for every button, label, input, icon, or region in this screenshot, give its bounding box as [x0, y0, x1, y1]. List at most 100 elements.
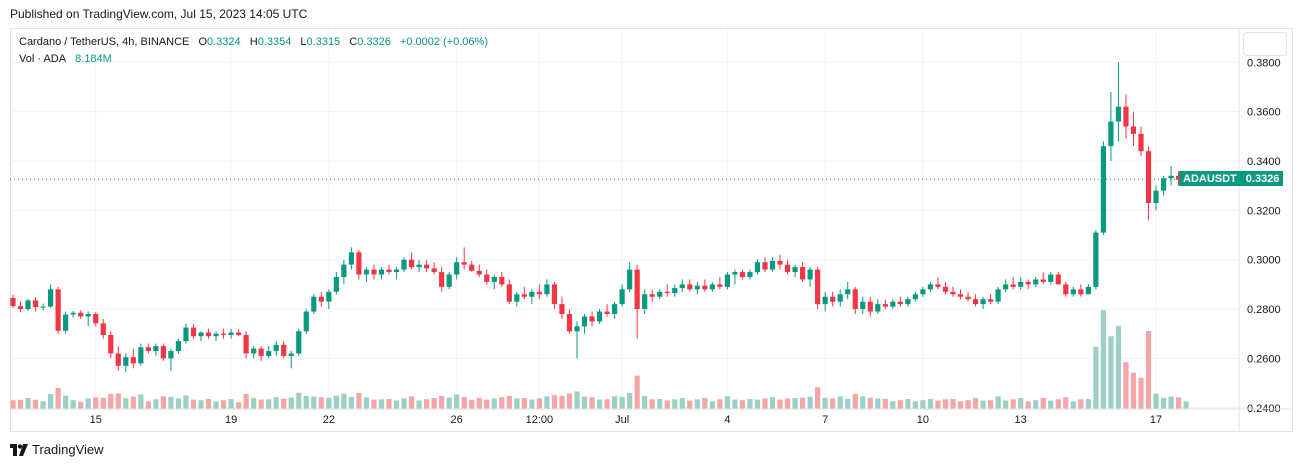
candle-body — [875, 304, 881, 312]
candle-body — [604, 311, 610, 314]
candle-body — [732, 272, 738, 275]
volume-bar — [702, 398, 708, 409]
open-value: 0.3324 — [207, 36, 241, 48]
volume-bar — [619, 396, 625, 409]
volume-bar — [1048, 400, 1054, 409]
candle-body — [762, 262, 768, 270]
volume-bar — [190, 399, 197, 409]
volume-label: Vol · ADA — [19, 53, 67, 65]
time-tick-label: 17 — [1150, 414, 1162, 426]
volume-bar — [852, 393, 858, 409]
volume-bar — [85, 398, 91, 409]
volume-bar — [378, 399, 385, 409]
volume-bar — [25, 398, 31, 409]
volume-bar — [927, 399, 934, 409]
candle-body — [747, 272, 753, 277]
candle-body — [115, 353, 121, 366]
candle-body — [754, 262, 761, 273]
volume-bar — [123, 398, 129, 409]
tradingview-brand[interactable]: TradingView — [10, 442, 104, 457]
candle-body — [236, 332, 242, 335]
candle-body — [1063, 284, 1069, 295]
volume-bar — [363, 397, 370, 409]
tradingview-logo-icon — [10, 443, 28, 456]
candle-body — [920, 289, 926, 295]
volume-bar — [63, 395, 69, 409]
candle-body — [679, 284, 685, 289]
volume-bar — [431, 398, 437, 409]
candle-body — [311, 296, 317, 312]
candle-body — [1018, 281, 1024, 287]
symbol-label: Cardano / TetherUS, 4h, BINANCE — [19, 36, 190, 48]
volume-bar — [815, 387, 821, 409]
volume-bar — [995, 396, 1001, 409]
candle-body — [153, 346, 159, 352]
candle-body — [371, 269, 377, 275]
volume-bar — [258, 399, 264, 409]
volume-bar — [288, 397, 294, 409]
volume-bar — [393, 400, 400, 409]
candle-body — [852, 289, 858, 310]
volume-bar — [649, 399, 655, 409]
volume-bar — [679, 398, 685, 409]
time-tick-label: 13 — [1015, 414, 1027, 426]
volume-bar — [108, 393, 114, 409]
volume-value: 8.184M — [75, 53, 112, 65]
volume-bar — [371, 399, 377, 409]
price-tick-label: 0.3400 — [1247, 156, 1281, 168]
candle-body — [243, 334, 249, 354]
candle-body — [85, 314, 91, 317]
candle-body — [341, 264, 347, 277]
chart-frame[interactable] — [10, 28, 1293, 432]
candle-body — [17, 306, 24, 310]
candle-body — [664, 291, 670, 294]
chart-settings-box[interactable] — [1243, 32, 1287, 56]
candle-body — [469, 264, 475, 271]
candle-body — [769, 260, 776, 270]
candle-body — [837, 294, 843, 302]
candle-body — [48, 289, 54, 307]
volume-bar — [228, 399, 234, 409]
candle-body — [303, 311, 309, 332]
candle-body — [1168, 175, 1174, 179]
candle-body — [326, 291, 332, 302]
volume-bar — [281, 398, 287, 409]
volume-bar — [183, 395, 189, 409]
volume-bar — [1078, 399, 1084, 409]
candle-body — [521, 294, 527, 297]
candle-body — [627, 269, 633, 290]
volume-bar — [717, 399, 723, 409]
volume-bar — [950, 399, 956, 409]
last-price-badge: ADAUSDT 0.3326 — [1179, 171, 1284, 186]
candle-body — [950, 291, 956, 295]
candle-body — [348, 252, 354, 265]
candle-body — [506, 284, 512, 302]
volume-bar — [205, 399, 212, 409]
volume-bar — [416, 400, 422, 409]
volume-bar — [1123, 362, 1129, 409]
close-value: 0.3326 — [357, 36, 391, 48]
volume-bar — [777, 399, 783, 409]
volume-bar — [754, 399, 761, 409]
volume-bar — [965, 400, 971, 409]
candle-body — [461, 262, 467, 265]
candle-body — [416, 264, 422, 268]
volume-bar — [386, 399, 392, 409]
price-tick-label: 0.2800 — [1247, 304, 1281, 316]
candle-body — [777, 260, 783, 265]
volume-bar — [356, 393, 362, 409]
candle-body — [581, 316, 588, 327]
candle-body — [78, 312, 84, 317]
volume-bar — [1100, 310, 1106, 409]
volume-bar — [980, 400, 986, 409]
candle-body — [927, 284, 934, 290]
volume-bar — [160, 396, 166, 409]
volume-bar — [326, 397, 332, 409]
volume-bar — [10, 400, 16, 409]
candle-body — [649, 294, 655, 297]
candle-body — [130, 357, 136, 364]
time-tick-label: 4 — [724, 414, 730, 426]
volume-bar — [55, 387, 61, 409]
candle-body — [1100, 146, 1106, 233]
